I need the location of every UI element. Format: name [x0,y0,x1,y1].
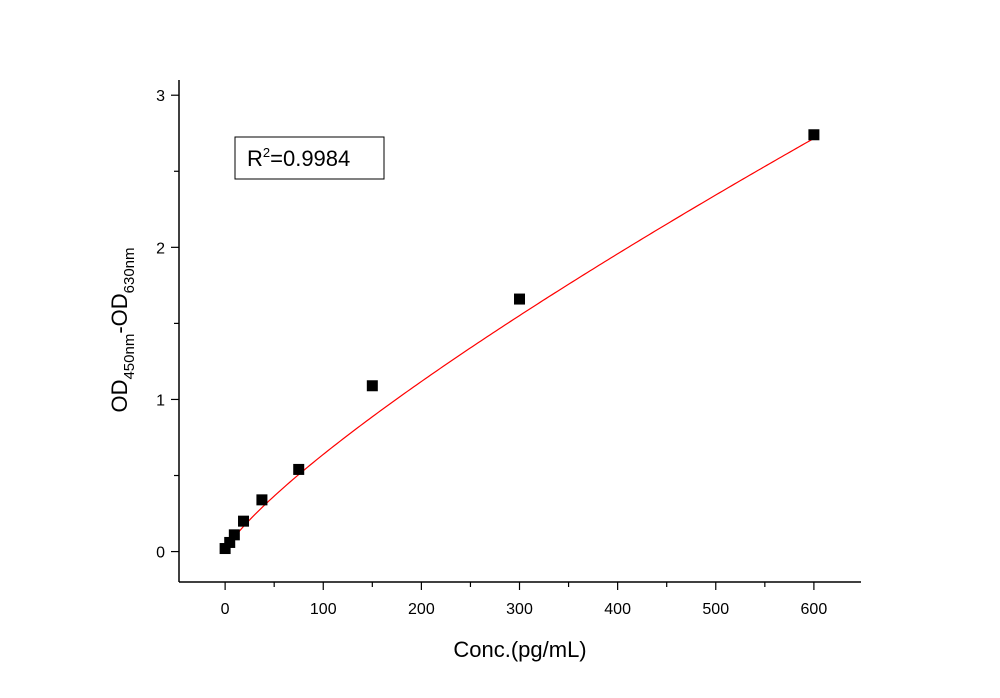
x-tick-label: 400 [604,601,631,618]
x-tick-label: 100 [310,601,337,618]
data-point [366,380,378,392]
x-axis-title: Conc.(pg/mL) [453,637,586,662]
x-tick-label: 0 [221,601,230,618]
data-point [224,536,236,548]
fit-curve [224,137,815,552]
y-tick-label: 1 [156,392,165,409]
y-axis-title: OD450nm-OD630nm [107,247,138,412]
data-point [293,463,305,475]
x-tick-label: 600 [801,601,828,618]
fit-curve-layer [224,137,815,552]
data-point [219,543,231,555]
x-tick-label: 300 [506,601,533,618]
y-tick-label: 3 [156,88,165,105]
data-points [219,129,820,555]
x-tick-label: 500 [702,601,729,618]
annotation-text: R2=0.9984 [247,145,350,171]
data-point [808,129,820,141]
y-tick-label: 2 [156,240,165,257]
annotation-box [234,136,385,180]
annotation-suffix: =0.9984 [270,146,350,171]
x-tick-label: 200 [408,601,435,618]
y-axis-title-middle: -OD [107,293,132,333]
y-axis-ticks: 0 1 2 3 [156,88,179,562]
y-axis-title-prefix: OD [107,380,132,413]
annotation-superscript: 2 [263,145,270,160]
r-squared-annotation: R2=0.9984 [234,136,385,180]
annotation-prefix: R [247,146,263,171]
data-point [256,494,268,506]
x-axis-ticks: 0 100 200 300 400 500 600 [221,582,828,618]
data-point [514,293,526,305]
y-tick-label: 0 [156,545,165,562]
y-axis-title-sub1: 450nm [121,334,138,380]
y-axis-title-sub2: 630nm [121,247,138,293]
data-point [228,529,240,541]
data-point [238,515,250,527]
